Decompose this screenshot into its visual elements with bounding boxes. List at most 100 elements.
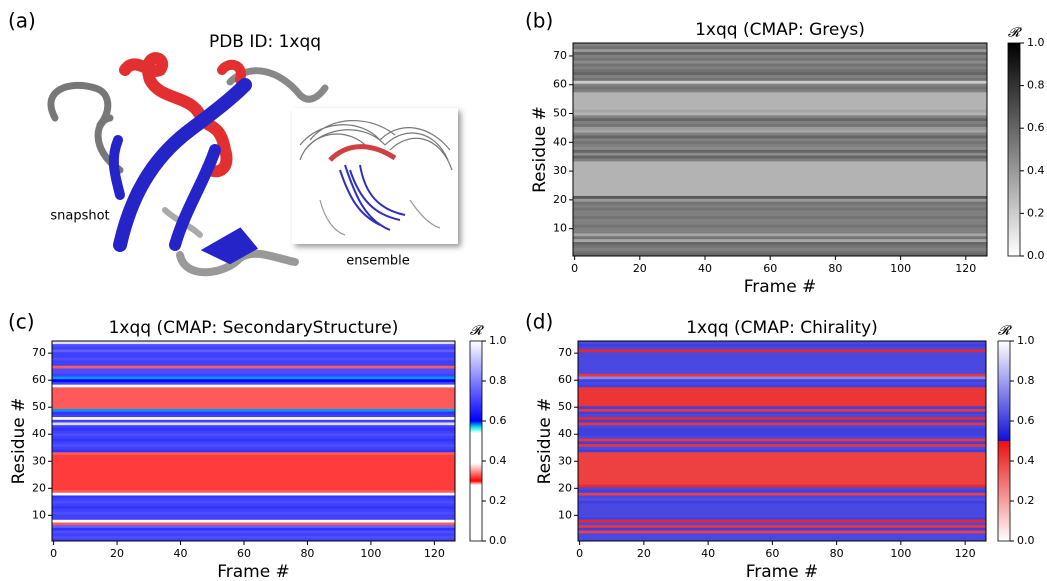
heatmap-row <box>578 392 986 395</box>
heatmap-row <box>578 352 986 355</box>
heatmap-row <box>52 473 455 476</box>
heatmap-row <box>573 224 987 227</box>
x-tick-label: 80 <box>828 262 842 275</box>
heatmap-row <box>578 495 986 498</box>
colorbar-tick-label: 0.4 <box>489 454 507 467</box>
heatmap-row <box>578 444 986 447</box>
heatmap-row <box>573 184 987 187</box>
heatmap-row <box>573 112 987 115</box>
heatmap-row <box>573 236 987 239</box>
heatmap-row <box>52 368 455 371</box>
heatmap-row <box>578 446 986 449</box>
heatmap-row <box>573 72 987 75</box>
colorbar-tick-label: 0.8 <box>489 374 507 387</box>
heatmap-row <box>573 147 987 150</box>
heatmap-row <box>52 487 455 490</box>
heatmap-row <box>52 395 455 398</box>
heatmap-row <box>578 503 986 506</box>
x-tick-label: 80 <box>300 547 314 560</box>
heatmap-row <box>573 213 987 216</box>
colorbar-tick-label: 0.2 <box>1017 494 1035 507</box>
heatmap-row <box>573 106 987 109</box>
x-tick-label: 120 <box>424 547 445 560</box>
heatmap-row <box>52 498 455 501</box>
heatmap-panel: (b)1xqq (CMAP: Greys)0204060801001201020… <box>525 9 1045 298</box>
heatmap-row <box>578 490 986 493</box>
y-axis-label: Residue # <box>535 398 555 485</box>
x-tick-label: 20 <box>633 262 647 275</box>
heatmap-row <box>578 514 986 517</box>
heatmap-row <box>52 376 455 379</box>
x-tick-label: 0 <box>571 262 578 275</box>
heatmap-row <box>52 503 455 506</box>
heatmap-row <box>573 78 987 81</box>
panel-label: (a) <box>8 9 36 33</box>
y-axis-label: Residue # <box>9 398 29 485</box>
heatmap-row <box>578 390 986 393</box>
heatmap-row <box>52 433 455 436</box>
heatmap-row <box>52 387 455 390</box>
heatmap-row <box>578 400 986 403</box>
heatmap-row <box>52 463 455 466</box>
colorbar-tick-label: 0.2 <box>489 494 507 507</box>
heatmap-row <box>578 511 986 514</box>
heatmap-row <box>573 86 987 89</box>
heatmap-row <box>578 465 986 468</box>
heatmap-row <box>52 441 455 444</box>
x-tick-label: 100 <box>360 547 381 560</box>
heatmap-row <box>578 492 986 495</box>
heatmap-row <box>52 446 455 449</box>
heatmap-row <box>578 384 986 387</box>
heatmap-row <box>52 519 455 522</box>
colorbar-tick-label: 0.8 <box>1017 374 1035 387</box>
heatmap-row <box>52 530 455 533</box>
y-tick-label: 40 <box>553 135 567 148</box>
x-tick-label: 40 <box>701 547 715 560</box>
heatmap-row <box>578 506 986 509</box>
heatmap-row <box>52 352 455 355</box>
heatmap-row <box>52 514 455 517</box>
heatmap-row <box>52 409 455 412</box>
heatmap-row <box>578 438 986 441</box>
heatmap-row <box>578 433 986 436</box>
heatmap-row <box>52 457 455 460</box>
heatmap-row <box>578 346 986 349</box>
heatmap-row <box>578 476 986 479</box>
heatmap-row <box>578 519 986 522</box>
heatmap-row <box>52 471 455 474</box>
heatmap-row <box>578 430 986 433</box>
heatmap-row <box>52 482 455 485</box>
heatmap-row <box>52 449 455 452</box>
heatmap-row <box>578 425 986 428</box>
heatmap-row <box>573 101 987 104</box>
chart-title: 1xqq (CMAP: SecondaryStructure) <box>109 318 399 338</box>
heatmap-row <box>52 422 455 425</box>
colorbar <box>1008 43 1020 256</box>
y-tick-label: 10 <box>553 222 567 235</box>
heatmap-row <box>573 57 987 60</box>
heatmap-row <box>578 406 986 409</box>
y-tick-label: 50 <box>32 400 46 413</box>
heatmap-row <box>573 198 987 201</box>
heatmap-row <box>573 80 987 83</box>
heatmap-row <box>578 349 986 352</box>
heatmap-row <box>578 371 986 374</box>
heatmap-row <box>52 384 455 387</box>
heatmap-row <box>52 495 455 498</box>
y-tick-label: 20 <box>32 481 46 494</box>
colorbar-tick-label: 0.4 <box>1017 454 1035 467</box>
chart-title: 1xqq (CMAP: Chirality) <box>686 318 878 338</box>
heatmap-row <box>578 355 986 358</box>
heatmap-row <box>52 484 455 487</box>
x-axis-label: Frame # <box>217 562 290 581</box>
heatmap-row <box>573 126 987 129</box>
heatmap-row <box>578 473 986 476</box>
heatmap-row <box>52 398 455 401</box>
heatmap-row <box>578 479 986 482</box>
heatmap-row <box>52 344 455 347</box>
heatmap-row <box>52 517 455 520</box>
heatmap-row <box>573 164 987 167</box>
heatmap-row <box>573 52 987 55</box>
heatmap-row <box>573 250 987 253</box>
colorbar-label: 𝓡 <box>1008 26 1023 41</box>
